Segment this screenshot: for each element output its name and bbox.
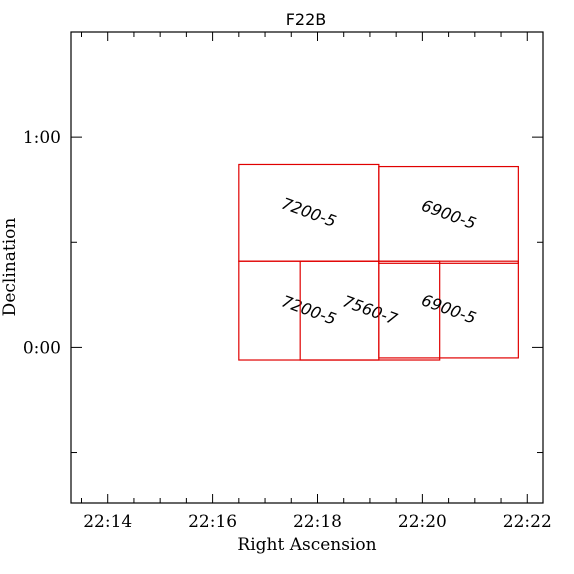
field-label: 7200-5	[279, 292, 339, 329]
field-box	[378, 260, 519, 359]
field-label: 6900-5	[419, 290, 479, 327]
x-tick-label: 22:22	[503, 512, 552, 532]
x-tick-label: 22:16	[188, 512, 237, 532]
y-axis-label: Declination	[0, 218, 20, 317]
axis-ticks	[71, 31, 543, 503]
x-tick-label: 22:14	[83, 512, 132, 532]
y-tick-label: 0:00	[23, 338, 61, 358]
axis-tick-labels: 22:14 22:16 22:18 22:20 22:22 0:00 1:00	[23, 128, 552, 532]
chart-title: F22B	[286, 10, 327, 29]
field-label: 7200-5	[279, 194, 339, 231]
field-box	[299, 260, 441, 361]
x-axis-label: Right Ascension	[237, 535, 376, 555]
y-tick-label: 1:00	[23, 128, 61, 148]
x-tick-label: 22:18	[293, 512, 342, 532]
field-label: 6900-5	[419, 196, 479, 233]
x-tick-label: 22:20	[398, 512, 447, 532]
field-label: 7560-7	[340, 292, 401, 330]
field-box	[378, 165, 519, 264]
plot-frame	[70, 31, 544, 504]
